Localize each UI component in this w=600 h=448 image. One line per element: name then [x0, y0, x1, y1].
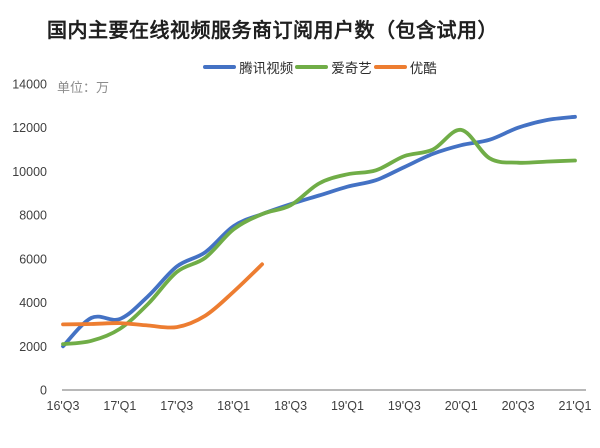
legend-line-tencent-video-icon	[203, 64, 237, 70]
y-tick-label: 4000	[19, 296, 47, 310]
y-tick-label: 12000	[12, 121, 47, 135]
series-line-youku	[61, 262, 264, 330]
legend: 腾讯视频 爱奇艺 优酷	[20, 57, 600, 77]
y-tick-label: 10000	[12, 165, 47, 179]
x-tick-label: 20'Q3	[502, 399, 535, 413]
series-line-tencent-video	[61, 114, 577, 349]
legend-line-youku-icon	[373, 64, 407, 70]
y-tick-label: 14000	[12, 78, 47, 92]
x-tick-label: 16'Q3	[47, 399, 80, 413]
legend-item-iqiyi: 爱奇艺	[295, 57, 372, 77]
unit-label: 单位：万	[57, 80, 110, 95]
x-tick-label: 21'Q1	[559, 399, 592, 413]
x-tick-label: 20'Q1	[445, 399, 478, 413]
y-tick-label: 6000	[19, 252, 47, 266]
chart-title: 国内主要在线视频服务商订阅用户数（包含试用）	[47, 20, 498, 42]
legend-line-iqiyi-icon	[295, 64, 329, 70]
y-tick-label: 0	[40, 384, 47, 398]
x-tick-label: 19'Q1	[331, 399, 364, 413]
x-tick-label: 18'Q1	[217, 399, 250, 413]
legend-item-tencent-video: 腾讯视频	[203, 57, 293, 77]
x-tick-label: 17'Q3	[160, 399, 193, 413]
y-tick-label: 2000	[19, 340, 47, 354]
x-tick-label: 18'Q3	[274, 399, 307, 413]
legend-label: 爱奇艺	[331, 61, 372, 76]
legend-label: 腾讯视频	[239, 61, 294, 76]
legend-item-youku: 优酷	[373, 57, 437, 77]
series-line-iqiyi	[61, 127, 577, 346]
x-tick-label: 19'Q3	[388, 399, 421, 413]
y-tick-label: 8000	[19, 209, 47, 223]
legend-label: 优酷	[409, 61, 437, 76]
x-tick-label: 17'Q1	[103, 399, 136, 413]
